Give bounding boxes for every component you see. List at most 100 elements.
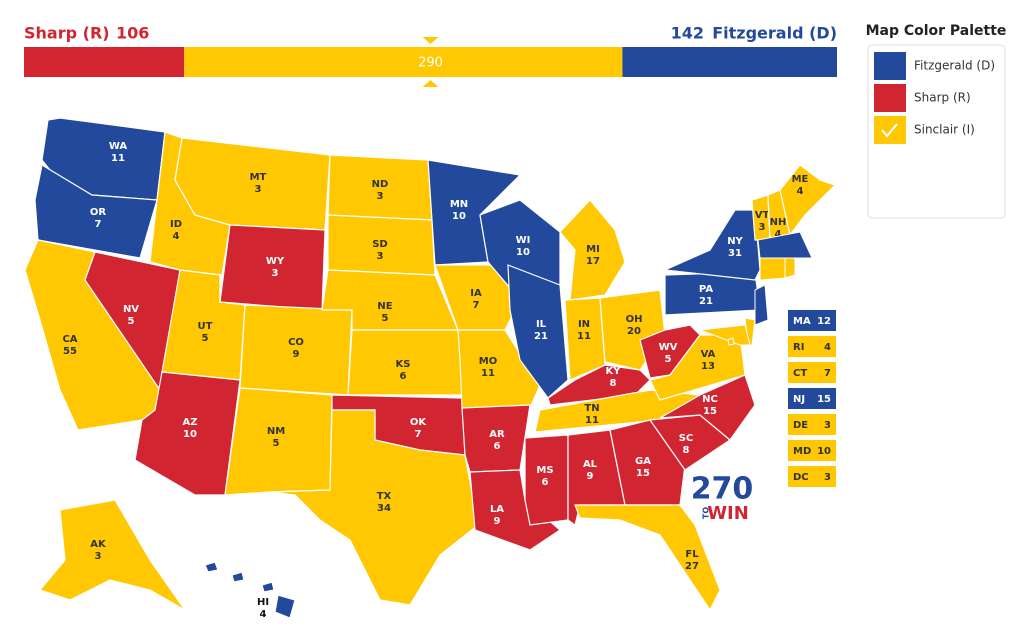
state-votes: 3: [824, 472, 831, 483]
palette-label[interactable]: Sinclair (I): [914, 123, 975, 137]
state-abbr: MN: [450, 199, 468, 210]
state-votes: 15: [703, 406, 717, 417]
state-votes: 5: [665, 354, 672, 365]
marker: [422, 37, 439, 44]
state-votes: 7: [95, 219, 102, 230]
state-votes: 5: [382, 313, 389, 324]
state-abbr: CO: [288, 337, 304, 348]
bar-segment: [622, 47, 837, 77]
state-abbr: OH: [626, 314, 643, 325]
state[interactable]: [574, 504, 721, 612]
state-abbr: MS: [536, 465, 553, 476]
state[interactable]: [662, 209, 761, 281]
state-votes: 3: [377, 251, 384, 262]
state-votes: 3: [95, 551, 102, 562]
state-abbr: AR: [489, 429, 505, 440]
state-abbr: DE: [793, 420, 808, 431]
state-abbr: WY: [266, 256, 285, 267]
state-votes: 9: [587, 471, 594, 482]
state-abbr: LA: [490, 504, 504, 515]
state-abbr: TX: [377, 491, 392, 502]
state-abbr: PA: [699, 284, 713, 295]
state[interactable]: [784, 257, 796, 279]
state-votes: 11: [111, 153, 125, 164]
state-votes: 21: [534, 331, 548, 342]
state[interactable]: [727, 337, 735, 346]
bar-segment: [24, 47, 185, 77]
state-abbr: CT: [793, 368, 807, 379]
state[interactable]: [754, 284, 769, 326]
state-votes: 10: [452, 211, 466, 222]
state-abbr: IN: [578, 319, 590, 330]
state[interactable]: [757, 231, 813, 259]
small-state-box[interactable]: [788, 362, 836, 383]
state-votes: 4: [775, 229, 782, 240]
state-votes: 3: [272, 268, 279, 279]
state[interactable]: [204, 561, 219, 573]
state-votes: 9: [293, 349, 300, 360]
state-abbr: NV: [123, 304, 139, 315]
small-state-box[interactable]: [788, 466, 836, 487]
left-name: Sharp (R): [24, 24, 110, 43]
state[interactable]: [38, 499, 186, 611]
state-abbr: KS: [396, 359, 411, 370]
small-state-box[interactable]: [788, 310, 836, 331]
state[interactable]: [231, 571, 245, 583]
state-abbr: MT: [250, 172, 267, 183]
state-abbr: FL: [685, 549, 699, 560]
state[interactable]: [759, 257, 786, 281]
small-state-box[interactable]: [788, 414, 836, 435]
state-votes: 20: [627, 326, 641, 337]
small-state-box[interactable]: [788, 388, 836, 409]
state[interactable]: [261, 581, 275, 593]
right-votes: 142: [671, 24, 704, 43]
state-abbr: AL: [583, 459, 598, 470]
state-abbr: MO: [479, 356, 497, 367]
palette-swatch[interactable]: [874, 84, 906, 112]
state-votes: 17: [586, 256, 600, 267]
state[interactable]: [174, 137, 331, 231]
state-abbr: IL: [536, 319, 547, 330]
state-abbr: SD: [372, 239, 388, 250]
palette-label[interactable]: Fitzgerald (D): [914, 59, 995, 73]
state-votes: 8: [610, 378, 617, 389]
state-votes: 34: [377, 503, 391, 514]
state[interactable]: [659, 374, 756, 441]
state-votes: 10: [516, 247, 530, 258]
state[interactable]: [559, 199, 626, 301]
state-abbr: WV: [659, 342, 678, 353]
state[interactable]: [699, 324, 751, 346]
state-abbr: UT: [198, 321, 213, 332]
state-abbr: OK: [410, 417, 428, 428]
state[interactable]: [469, 469, 561, 551]
state-abbr: VA: [701, 349, 716, 360]
state-votes: 15: [636, 468, 650, 479]
state-votes: 6: [400, 371, 407, 382]
state-abbr: SC: [679, 433, 694, 444]
palette-swatch[interactable]: [874, 116, 906, 144]
state[interactable]: [134, 371, 241, 496]
state-abbr: KY: [606, 366, 622, 377]
state-abbr: DC: [793, 472, 809, 483]
state-abbr: NE: [377, 301, 392, 312]
state-abbr: WA: [109, 141, 128, 152]
small-state-box[interactable]: [788, 440, 836, 461]
state-votes: 10: [817, 446, 831, 457]
state[interactable]: [274, 594, 296, 619]
state[interactable]: [524, 434, 569, 526]
palette-label[interactable]: Sharp (R): [914, 91, 971, 105]
state-abbr: AZ: [183, 417, 198, 428]
state[interactable]: [34, 164, 158, 259]
right-name: Fitzgerald (D): [712, 24, 837, 43]
palette-swatch[interactable]: [874, 52, 906, 80]
small-state-box[interactable]: [788, 336, 836, 357]
state-abbr: HI: [257, 597, 269, 608]
state-votes: 4: [824, 342, 831, 353]
state-abbr: RI: [793, 342, 804, 353]
state-abbr: TN: [584, 403, 599, 414]
state-votes: 31: [728, 248, 742, 259]
state-votes: 3: [255, 184, 262, 195]
marker: [422, 80, 439, 87]
state-abbr: GA: [635, 456, 651, 467]
